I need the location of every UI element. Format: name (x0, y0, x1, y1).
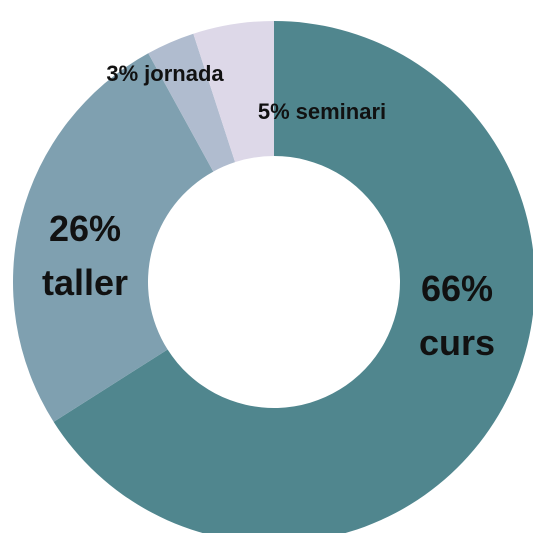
slice-label: 26% taller (42, 208, 128, 303)
slice-name: seminari (296, 99, 387, 124)
slice-label: 3% jornada (106, 61, 224, 86)
slice-value: 3% (106, 61, 138, 86)
slice-name: taller (42, 262, 128, 303)
slice-name: jornada (143, 61, 224, 86)
slice-value: 66% (421, 268, 493, 309)
slice-name: curs (419, 322, 495, 363)
slice-value: 26% (49, 208, 121, 249)
donut-slice (193, 21, 274, 163)
slice-value: 5% (258, 99, 290, 124)
slice-label: 66% curs (419, 268, 495, 363)
slice-label: 5% seminari (258, 99, 386, 124)
donut-slice (53, 21, 533, 533)
donut-slice (13, 53, 214, 422)
donut-slice (148, 33, 236, 172)
